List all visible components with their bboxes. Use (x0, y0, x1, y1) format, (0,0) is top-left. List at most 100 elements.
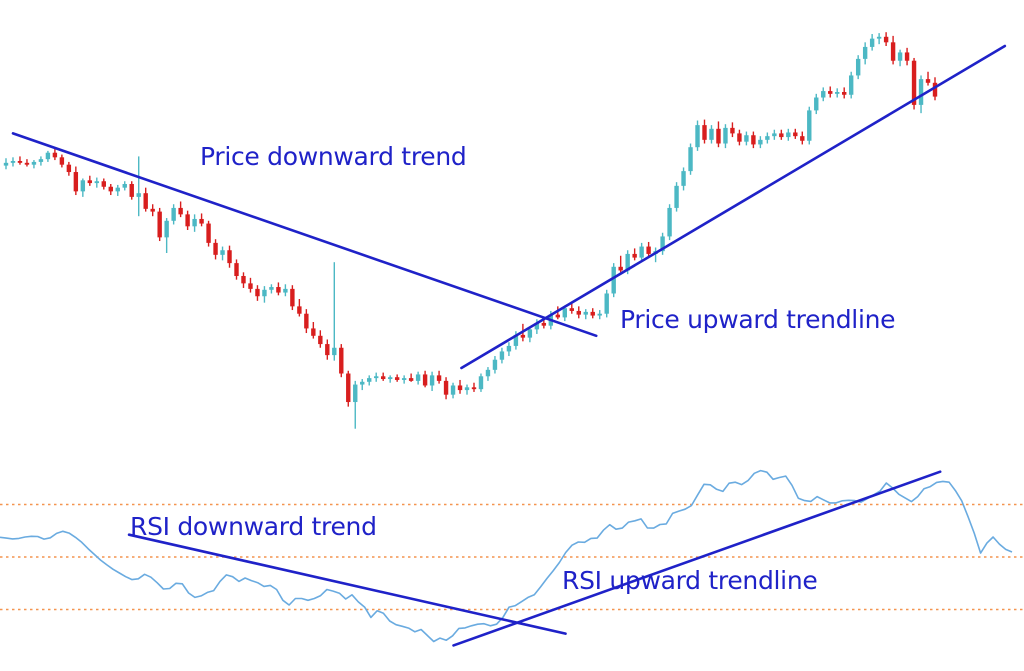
rsi-downward-trend-label: RSI downward trend (130, 512, 377, 541)
candle-down (779, 129, 784, 140)
rsi-upward-trendline-label: RSI upward trendline (562, 566, 818, 595)
candle-up (492, 356, 498, 374)
candle-up (374, 372, 379, 382)
candle-down (646, 241, 651, 257)
candle-down (248, 277, 253, 293)
candle-up (681, 167, 686, 191)
candle-up (744, 131, 749, 146)
candle-up (332, 262, 337, 361)
candle-down (555, 306, 561, 320)
candle-up (869, 34, 875, 51)
candle-up (415, 371, 421, 385)
candle-down (276, 282, 281, 296)
candle-down (904, 47, 910, 66)
candle-up (450, 382, 456, 399)
price-upward-trendline (460, 44, 1007, 370)
candle-down (457, 379, 463, 394)
price-upward-trendline-label: Price upward trendline (620, 305, 896, 334)
candle-up (171, 204, 176, 225)
candle-up (283, 284, 288, 297)
price-trendlines (11, 44, 1007, 370)
candle-down (925, 71, 931, 86)
candle-up (758, 136, 763, 149)
candle-down (800, 131, 805, 145)
candle-up (597, 310, 602, 320)
candle-down (730, 122, 735, 138)
candle-down (185, 210, 190, 230)
candle-down (17, 156, 23, 165)
candle-up (639, 242, 644, 262)
candle-up (862, 42, 868, 65)
candle-up (688, 143, 693, 175)
candle-down (311, 322, 316, 339)
candle-down (890, 35, 896, 65)
candle-down (234, 259, 239, 280)
candle-down (52, 149, 58, 161)
candle-up (583, 309, 588, 320)
candle-down (108, 184, 113, 196)
candle-down (576, 306, 581, 319)
candle-up (3, 158, 9, 170)
candle-down (618, 255, 623, 273)
candle-down (422, 370, 428, 388)
candle-down (241, 272, 246, 288)
candle-up (367, 375, 372, 386)
candle-up (122, 181, 127, 191)
candle-up (262, 286, 267, 303)
candle-down (793, 128, 798, 139)
candle-up (353, 380, 358, 429)
rsi-level-lines (0, 503, 1024, 611)
candle-up (772, 129, 777, 140)
candle-up (192, 214, 197, 232)
candle-down (297, 299, 302, 317)
candle-up (835, 88, 840, 98)
candle-down (436, 370, 442, 384)
candle-down (716, 121, 721, 148)
candle-down (394, 374, 400, 382)
candle-up (269, 284, 274, 294)
candle-up (765, 132, 770, 144)
candle-down (206, 220, 211, 247)
candle-down (66, 161, 72, 176)
candle-up (478, 373, 484, 392)
candle-down (702, 119, 707, 144)
candle-up (464, 384, 470, 395)
candle-up (674, 182, 679, 212)
candle-up (855, 55, 861, 80)
candle-up (897, 49, 903, 67)
candle-down (227, 245, 232, 268)
candle-up (807, 106, 812, 145)
candle-down (443, 377, 449, 400)
candle-up (360, 379, 365, 391)
candle-up (604, 289, 609, 318)
candle-up (611, 263, 616, 298)
candle-down (199, 213, 204, 227)
candle-down (325, 339, 330, 360)
candle-up (667, 204, 672, 241)
candle-up (387, 375, 393, 383)
candle-down (157, 207, 162, 242)
rsi-line-group (0, 469, 1013, 643)
candle-down (178, 201, 183, 218)
candle-down (255, 285, 260, 301)
candle-up (10, 157, 16, 167)
candle-down (87, 175, 93, 186)
candle-down (24, 159, 30, 167)
candle-up (499, 347, 505, 364)
candle-up (80, 178, 86, 197)
candle-up (220, 246, 225, 261)
candle-up (876, 33, 882, 45)
candle-down (73, 166, 79, 196)
candle-up (534, 319, 540, 334)
candle-down (129, 181, 134, 200)
candle-down (828, 86, 833, 98)
candle-up (709, 125, 714, 144)
candle-up (38, 156, 44, 166)
candle-up (485, 367, 491, 381)
candle-up (723, 124, 728, 149)
candle-up (45, 150, 51, 162)
candle-up (401, 375, 407, 384)
candle-up (786, 128, 791, 141)
candle-up (695, 120, 700, 151)
candle-down (632, 248, 637, 261)
